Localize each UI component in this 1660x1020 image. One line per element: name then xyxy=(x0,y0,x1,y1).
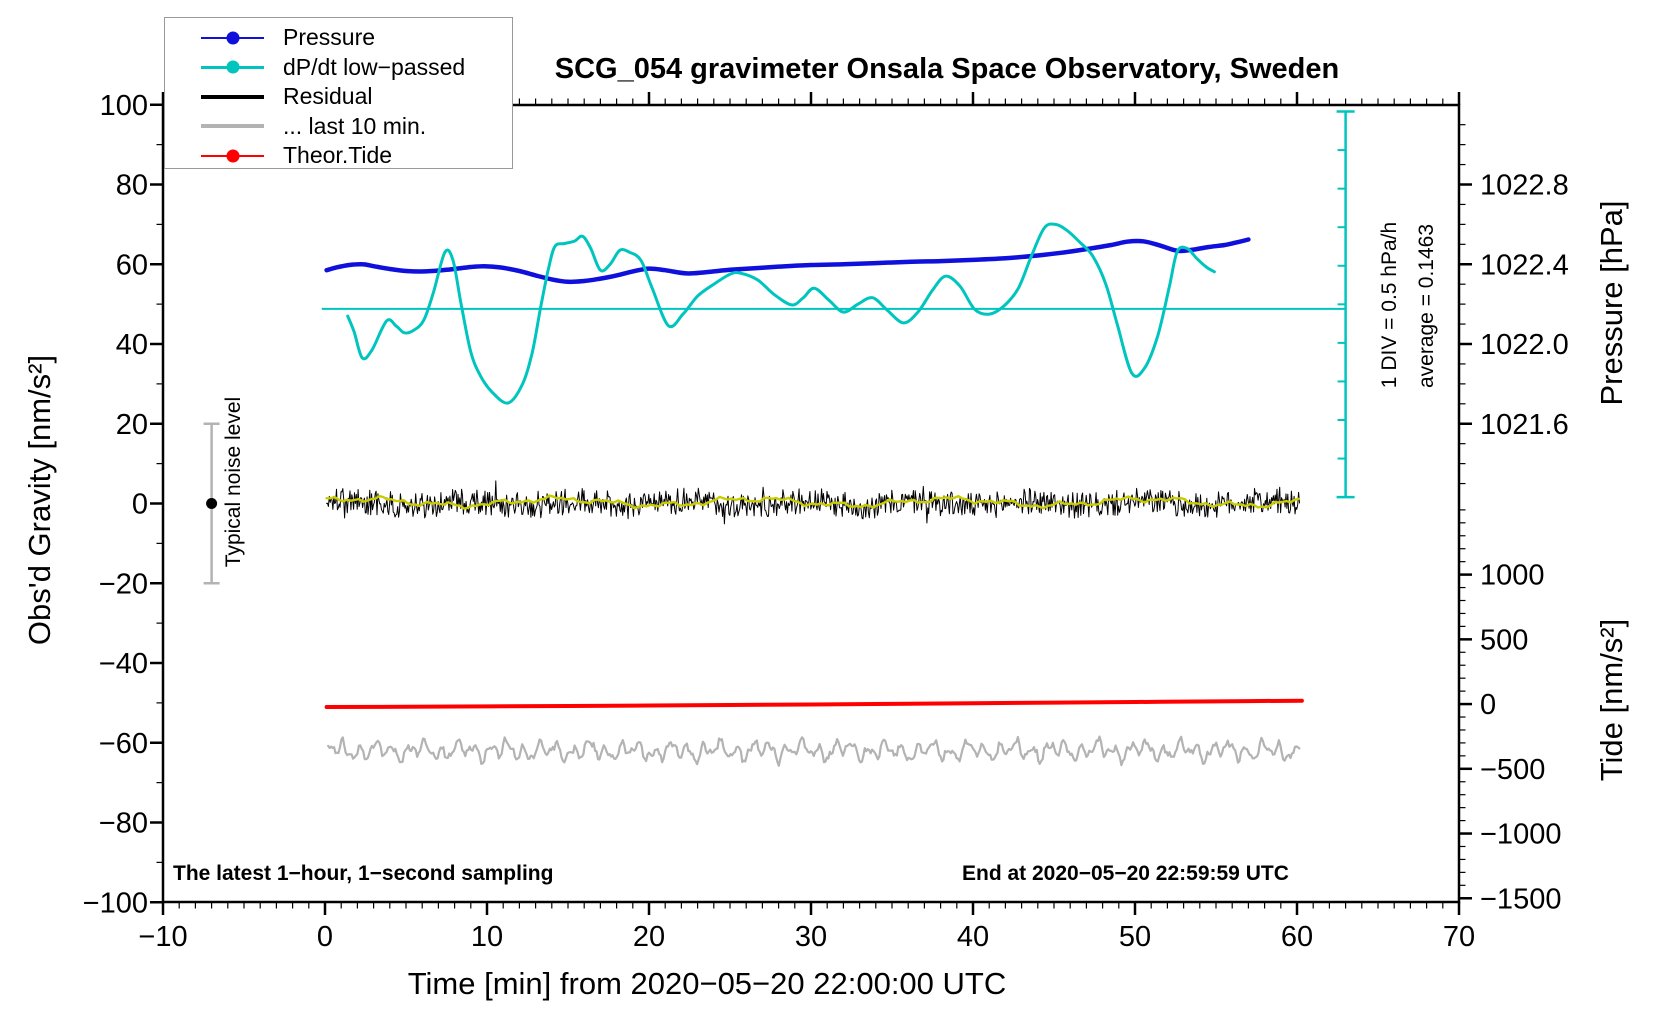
end-time-note: End at 2020−05−20 22:59:59 UTC xyxy=(962,862,1289,885)
left-axis-title: Obs'd Gravity [nm/s²] xyxy=(22,354,57,646)
x-tick-label: 20 xyxy=(633,921,665,953)
tide-tick-label: −1000 xyxy=(1480,819,1561,851)
legend-item-residual: Residual xyxy=(201,82,512,112)
theoretical-tide-curve xyxy=(324,698,1304,709)
legend-item-pressure: Pressure xyxy=(201,23,512,53)
legend-label: Pressure xyxy=(283,24,376,51)
legend-item-dpdt: dP/dt low−passed xyxy=(201,53,512,83)
pressure-axis-title: Pressure [hPa] xyxy=(1594,200,1629,406)
legend-label: ... last 10 min. xyxy=(283,112,427,139)
tide-tick-label: −1500 xyxy=(1480,883,1561,915)
x-tick-label: −10 xyxy=(138,921,187,953)
gravity-tick-label: 0 xyxy=(132,489,148,521)
tide-tick-label: 1000 xyxy=(1480,560,1545,592)
x-axis-title: Time [min] from 2020−05−20 22:00:00 UTC xyxy=(407,966,1007,1001)
average-annotation: average = 0.1463 xyxy=(1415,223,1438,389)
tide-tick-label: −500 xyxy=(1480,754,1545,786)
gravity-tick-label: −40 xyxy=(99,648,148,680)
gravity-tick-label: 60 xyxy=(116,249,148,281)
pressure-tick-label: 1022.8 xyxy=(1480,170,1569,202)
gravity-tick-label: −20 xyxy=(99,568,148,600)
last-10-min-trace xyxy=(327,735,1301,767)
x-tick-label: 0 xyxy=(317,921,333,953)
dpdt-line-sample xyxy=(201,60,264,74)
residual-smoothed-trace xyxy=(325,494,1300,510)
gravity-tick-label: 20 xyxy=(116,409,148,441)
x-tick-label: 70 xyxy=(1443,921,1475,953)
gravity-tick-label: 40 xyxy=(116,329,148,361)
gravity-tick-label: −100 xyxy=(83,887,148,919)
pressure-curve xyxy=(324,237,1251,285)
div-scale-annotation: 1 DIV = 0.5 hPa/h xyxy=(1378,221,1401,389)
gravity-tick-label: −60 xyxy=(99,728,148,760)
x-tick-label: 40 xyxy=(957,921,989,953)
theortide-line-sample xyxy=(201,149,264,163)
pressure-tick-label: 1022.4 xyxy=(1480,249,1569,281)
legend-label: Residual xyxy=(283,83,373,110)
x-tick-label: 10 xyxy=(471,921,503,953)
legend: Pressure dP/dt low−passed Residual ... l… xyxy=(164,17,513,169)
gravity-tick-label: −80 xyxy=(99,808,148,840)
noise-center-dot xyxy=(206,498,218,509)
dpdt-curve xyxy=(346,222,1216,405)
legend-label: dP/dt low−passed xyxy=(283,53,466,80)
legend-label: Theor.Tide xyxy=(283,142,393,169)
chart-title: SCG_054 gravimeter Onsala Space Observat… xyxy=(554,53,1340,85)
x-tick-label: 50 xyxy=(1119,921,1151,953)
gravity-tick-label: 100 xyxy=(100,90,148,122)
tide-tick-label: 0 xyxy=(1480,689,1496,721)
pressure-tick-label: 1022.0 xyxy=(1480,329,1569,361)
legend-item-theortide: Theor.Tide xyxy=(201,141,512,171)
x-tick-label: 60 xyxy=(1281,921,1313,953)
gravity-tick-label: 80 xyxy=(116,170,148,202)
tide-axis-title: Tide [nm/s²] xyxy=(1594,618,1629,782)
pressure-tick-label: 1021.6 xyxy=(1480,409,1569,441)
tide-tick-label: 500 xyxy=(1480,624,1528,656)
x-tick-label: 30 xyxy=(795,921,827,953)
pressure-line-sample xyxy=(201,31,264,45)
residual-noise-trace xyxy=(326,480,1300,525)
last10min-line-sample xyxy=(201,124,264,129)
legend-item-last10min: ... last 10 min. xyxy=(201,112,512,142)
sampling-note: The latest 1−hour, 1−second sampling xyxy=(173,862,554,885)
residual-line-sample xyxy=(201,94,264,99)
noise-level-annotation: Typical noise level xyxy=(222,396,245,568)
